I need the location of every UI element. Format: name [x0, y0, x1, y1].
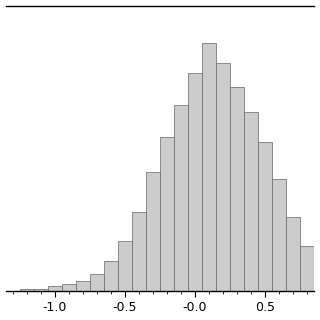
- Bar: [216, 63, 230, 291]
- Bar: [104, 261, 118, 291]
- Bar: [76, 281, 90, 291]
- Bar: [174, 105, 188, 291]
- Bar: [188, 73, 202, 291]
- Bar: [146, 172, 160, 291]
- Bar: [272, 179, 286, 291]
- Bar: [286, 217, 300, 291]
- Bar: [48, 286, 62, 291]
- Bar: [20, 289, 34, 291]
- Bar: [258, 142, 272, 291]
- Bar: [62, 284, 76, 291]
- Bar: [118, 241, 132, 291]
- Bar: [315, 266, 320, 291]
- Bar: [160, 137, 174, 291]
- Bar: [202, 43, 216, 291]
- Bar: [300, 246, 315, 291]
- Bar: [132, 212, 146, 291]
- Bar: [34, 289, 48, 291]
- Bar: [244, 112, 258, 291]
- Bar: [230, 87, 244, 291]
- Bar: [90, 274, 104, 291]
